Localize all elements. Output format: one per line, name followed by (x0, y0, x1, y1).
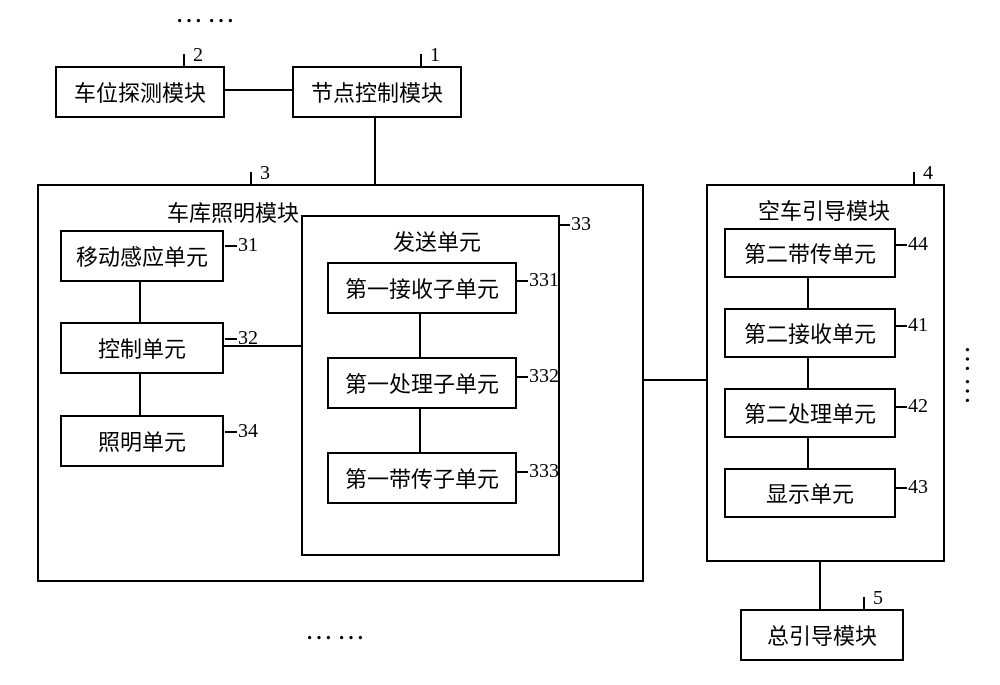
tick (250, 172, 252, 184)
num-33: 33 (571, 213, 591, 236)
num-44: 44 (908, 233, 928, 256)
tick (183, 54, 185, 66)
second-process-label: 第二处理单元 (744, 397, 876, 429)
tick (516, 280, 528, 282)
node-control-label: 节点控制模块 (311, 76, 443, 108)
second-process-unit: 第二处理单元 (724, 388, 896, 438)
motion-sensor-unit: 移动感应单元 (60, 230, 224, 282)
num-5: 5 (873, 587, 883, 610)
second-transmit-unit: 第二带传单元 (724, 228, 896, 278)
motion-sensor-label: 移动感应单元 (76, 240, 208, 272)
num-1: 1 (430, 44, 440, 67)
display-unit-label: 显示单元 (766, 477, 854, 509)
tick (420, 54, 422, 66)
num-331: 331 (529, 269, 559, 292)
tick (863, 597, 865, 609)
tick (895, 244, 907, 246)
garage-lighting-title: 车库照明模块 (167, 196, 299, 228)
tick (516, 376, 528, 378)
ellipsis-right: …… (958, 345, 990, 409)
parking-detect-label: 车位探测模块 (74, 76, 206, 108)
diagram-canvas: …… 2 车位探测模块 1 节点控制模块 3 车库照明模块 31 移动感应单元 … (0, 0, 1000, 685)
tick (895, 487, 907, 489)
tick (913, 172, 915, 184)
second-transmit-label: 第二带传单元 (744, 237, 876, 269)
num-31: 31 (238, 234, 258, 257)
num-3: 3 (260, 162, 270, 185)
node-control-module: 节点控制模块 (292, 66, 462, 118)
parking-detect-module: 车位探测模块 (55, 66, 225, 118)
control-unit: 控制单元 (60, 322, 224, 374)
num-333: 333 (529, 460, 559, 483)
num-42: 42 (908, 395, 928, 418)
tick (225, 245, 237, 247)
tick (516, 471, 528, 473)
tick (895, 406, 907, 408)
first-process-label: 第一处理子单元 (345, 367, 499, 399)
first-transmit-subunit: 第一带传子单元 (327, 452, 517, 504)
num-32: 32 (238, 327, 258, 350)
first-process-subunit: 第一处理子单元 (327, 357, 517, 409)
main-guide-label: 总引导模块 (767, 619, 877, 651)
second-receive-unit: 第二接收单元 (724, 308, 896, 358)
control-unit-label: 控制单元 (98, 332, 186, 364)
num-34: 34 (238, 420, 258, 443)
empty-guide-title: 空车引导模块 (758, 194, 890, 226)
num-2: 2 (193, 44, 203, 67)
send-unit-title: 发送单元 (393, 225, 481, 257)
lighting-unit-label: 照明单元 (98, 425, 186, 457)
num-4: 4 (923, 162, 933, 185)
lighting-unit: 照明单元 (60, 415, 224, 467)
ellipsis-top: …… (175, 0, 239, 30)
first-receive-label: 第一接收子单元 (345, 272, 499, 304)
tick (225, 431, 237, 433)
num-43: 43 (908, 476, 928, 499)
tick (895, 325, 907, 327)
tick (225, 338, 237, 340)
second-receive-label: 第二接收单元 (744, 317, 876, 349)
first-transmit-label: 第一带传子单元 (345, 462, 499, 494)
num-41: 41 (908, 314, 928, 337)
ellipsis-bottom: …… (305, 615, 369, 647)
display-unit: 显示单元 (724, 468, 896, 518)
main-guide-module: 总引导模块 (740, 609, 904, 661)
num-332: 332 (529, 365, 559, 388)
first-receive-subunit: 第一接收子单元 (327, 262, 517, 314)
